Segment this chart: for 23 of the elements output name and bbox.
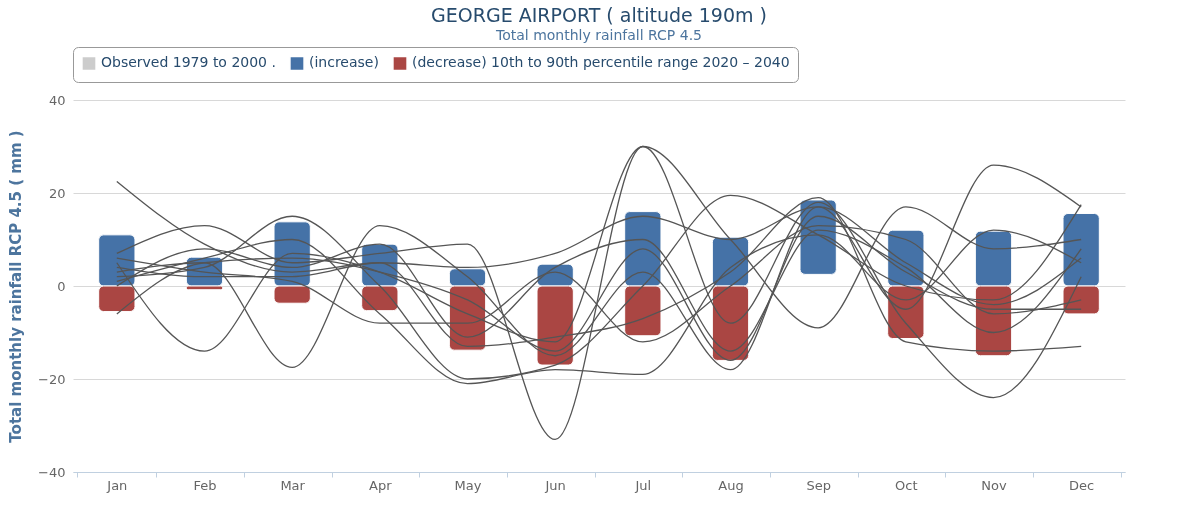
x-tick-label: Oct — [895, 477, 918, 493]
y-tick-label: 20 — [48, 185, 66, 201]
chart-subtitle: Total monthly rainfall RCP 4.5 — [494, 26, 703, 43]
x-tick-label: Feb — [193, 477, 217, 493]
x-tick-label: Jan — [106, 477, 128, 493]
x-tick-label: May — [454, 477, 482, 493]
chart-title: GEORGE AIRPORT ( altitude 190m ) — [431, 3, 767, 26]
legend-label: Observed 1979 to 2000 . — [101, 54, 276, 71]
x-tick-label: Mar — [280, 477, 306, 493]
y-tick-label: −40 — [38, 464, 66, 480]
x-tick-label: Jul — [634, 477, 652, 493]
legend-label: (decrease) 10th to 90th percentile range 2020 – 2040 — [412, 54, 790, 71]
x-tick-label: Apr — [369, 477, 393, 493]
x-tick-label: Jun — [544, 477, 566, 493]
y-tick-label: −20 — [38, 371, 66, 387]
x-tick-label: Aug — [718, 477, 744, 493]
x-tick-label: Nov — [981, 477, 1007, 493]
y-tick-label: 40 — [48, 92, 66, 108]
y-tick-label: 0 — [57, 278, 66, 294]
legend-label: (increase) — [309, 54, 379, 71]
x-tick-label: Sep — [806, 477, 831, 493]
x-tick-label: Dec — [1069, 477, 1095, 493]
y-axis-title: Total monthly rainfall RCP 4.5 ( mm ) — [7, 130, 26, 443]
